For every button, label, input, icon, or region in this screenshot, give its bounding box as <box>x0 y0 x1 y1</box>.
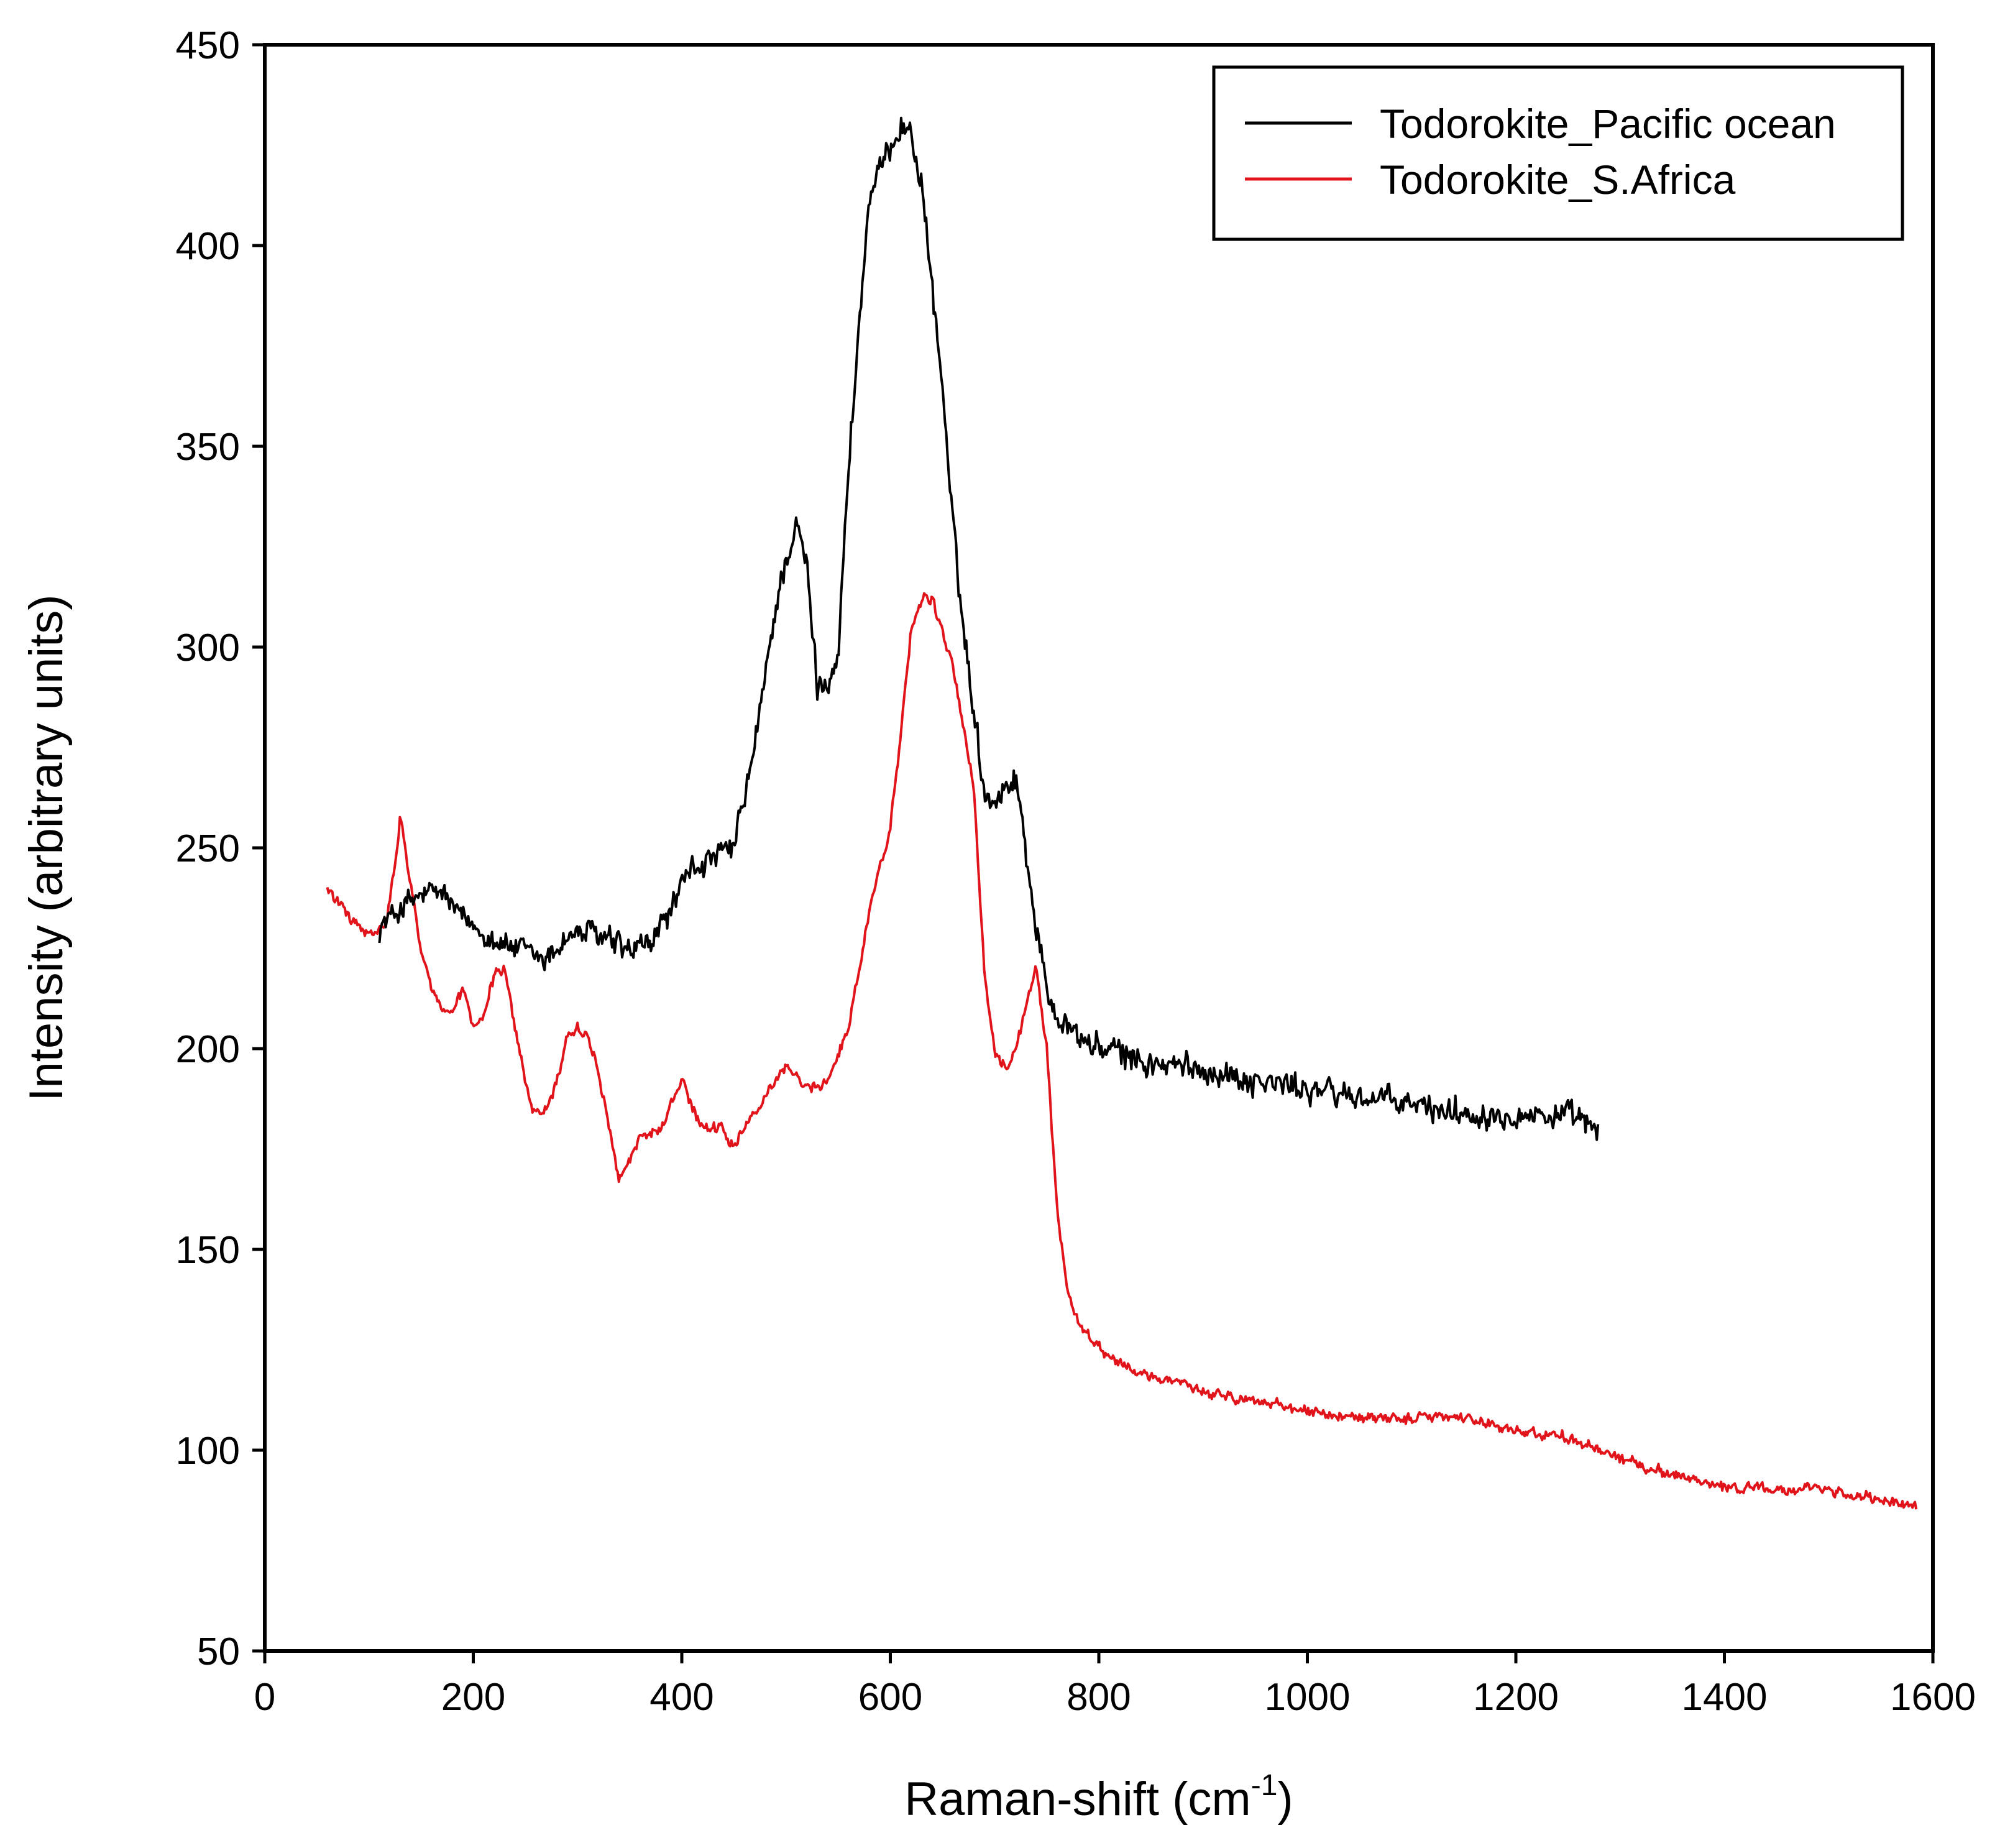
x-tick-label: 400 <box>649 1676 713 1719</box>
y-tick-label: 250 <box>176 827 240 870</box>
y-axis-title: Intensity (arbitrary units) <box>20 594 73 1101</box>
x-tick-label: 600 <box>858 1676 922 1719</box>
y-tick-label: 150 <box>176 1229 240 1272</box>
series-line-s-africa <box>326 592 1918 1510</box>
x-tick-label: 0 <box>254 1676 275 1719</box>
x-tick-label: 1400 <box>1682 1676 1768 1719</box>
x-tick-label: 200 <box>441 1676 505 1719</box>
x-tick-label: 800 <box>1067 1676 1131 1719</box>
y-tick-label: 300 <box>176 627 240 669</box>
y-tick-label: 200 <box>176 1028 240 1071</box>
x-tick-label: 1000 <box>1265 1676 1351 1719</box>
y-tick-label: 400 <box>176 225 240 268</box>
y-axis-ticks: 50 100 150 200 250 300 350 400 450 <box>176 24 265 1673</box>
series-line-pacific-ocean <box>378 116 1600 1141</box>
y-tick-label: 100 <box>176 1430 240 1473</box>
legend-box <box>1212 65 1904 241</box>
x-axis-title: Raman-shift (cm-1) <box>904 1769 1293 1826</box>
y-tick-label: 50 <box>197 1630 240 1673</box>
plot-frame <box>263 43 1935 1653</box>
x-tick-label: 1600 <box>1890 1676 1976 1719</box>
legend: Todorokite_Pacific ocean Todorokite_S.Af… <box>1212 65 1904 241</box>
legend-label-pacific: Todorokite_Pacific ocean <box>1380 101 1836 147</box>
series-layer <box>326 116 1918 1510</box>
x-axis-ticks: 0 200 400 600 800 1000 1200 1400 1600 <box>254 1651 1976 1719</box>
legend-label-safrica: Todorokite_S.Africa <box>1380 157 1736 203</box>
x-tick-label: 1200 <box>1473 1676 1559 1719</box>
y-tick-label: 350 <box>176 426 240 469</box>
y-tick-label: 450 <box>176 24 240 67</box>
